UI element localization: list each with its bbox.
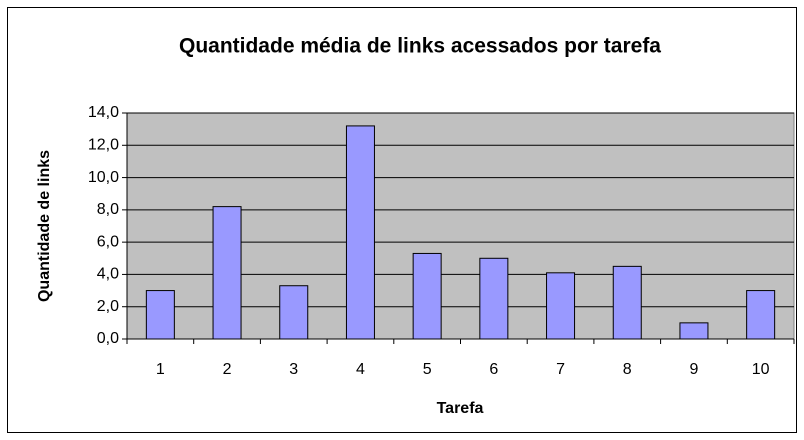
x-tick-label: 10	[752, 361, 770, 378]
bar	[479, 257, 509, 340]
x-tick-label: 4	[356, 361, 365, 378]
bar	[345, 125, 375, 340]
x-axis-label: Tarefa	[437, 400, 484, 417]
x-tick-label: 1	[156, 361, 165, 378]
chart-title: Quantidade média de links acessados por …	[179, 35, 661, 58]
x-tick-label: 6	[489, 361, 498, 378]
x-tick-label: 7	[556, 361, 565, 378]
bar	[746, 290, 776, 340]
bar	[612, 265, 642, 340]
y-tick-label: 8,0	[97, 201, 119, 218]
y-tick-label: 2,0	[97, 298, 119, 315]
x-tick-label: 8	[623, 361, 632, 378]
y-tick-label: 6,0	[97, 233, 119, 250]
bar	[145, 290, 175, 340]
bar	[412, 252, 442, 340]
y-tick-label: 0,0	[97, 330, 119, 347]
y-tick-label: 12,0	[88, 137, 119, 154]
bar	[212, 206, 242, 340]
y-axis-label: Quantidade de links	[36, 150, 53, 302]
bar	[279, 285, 309, 340]
bar	[546, 272, 576, 340]
bar	[679, 322, 709, 340]
y-tick-label: 14,0	[88, 104, 119, 121]
y-tick-label: 4,0	[97, 266, 119, 283]
x-tick-label: 5	[423, 361, 432, 378]
x-tick-label: 2	[223, 361, 232, 378]
y-tick-label: 10,0	[88, 169, 119, 186]
x-tick-label: 9	[689, 361, 698, 378]
x-tick-label: 3	[289, 361, 298, 378]
